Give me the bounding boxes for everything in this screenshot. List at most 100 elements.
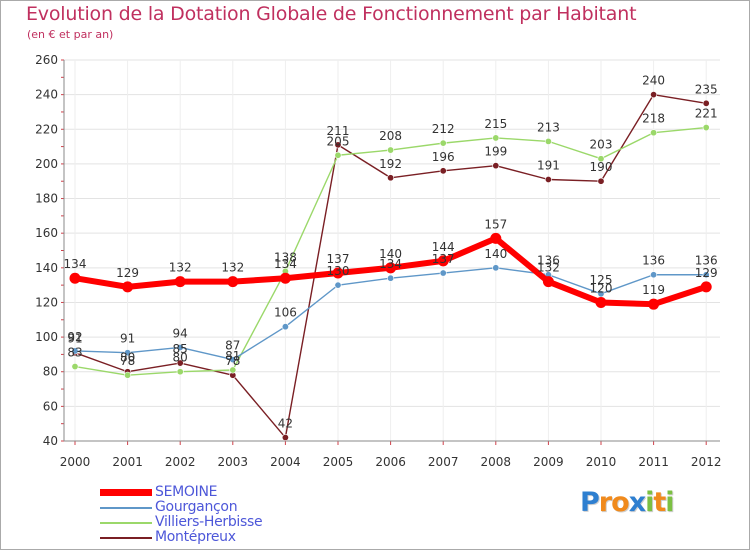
logo-letter: r [598, 487, 612, 518]
data-point [492, 264, 500, 272]
x-tick-label: 2003 [218, 455, 249, 469]
data-point [544, 137, 552, 145]
data-point [387, 174, 395, 182]
data-label: 196 [432, 150, 455, 164]
data-label: 80 [120, 351, 135, 365]
data-label: 119 [642, 283, 665, 297]
legend-swatch [100, 522, 152, 524]
data-label: 140 [379, 247, 402, 261]
data-point [702, 124, 710, 132]
x-tick-label: 2001 [112, 455, 143, 469]
data-label: 213 [537, 120, 560, 134]
data-point [176, 359, 184, 367]
x-tick-label: 2004 [270, 455, 301, 469]
data-point [544, 175, 552, 183]
data-label: 199 [484, 145, 507, 159]
data-point [71, 347, 79, 355]
y-tick-label: 200 [35, 157, 58, 171]
data-point [229, 366, 237, 374]
data-label: 130 [327, 264, 350, 278]
data-point [227, 276, 239, 288]
data-label: 190 [590, 160, 613, 174]
legend-label: Villiers-Herbisse [155, 514, 263, 530]
data-point [176, 368, 184, 376]
data-point [650, 129, 658, 137]
data-label: 208 [379, 129, 402, 143]
data-point [597, 155, 605, 163]
logo-letter: o [611, 487, 630, 518]
x-tick-label: 2010 [586, 455, 617, 469]
legend-swatch [100, 489, 152, 496]
data-label: 137 [327, 252, 350, 266]
data-point [385, 262, 397, 274]
x-tick-label: 2012 [691, 455, 722, 469]
data-point [648, 298, 660, 310]
data-point [124, 349, 132, 357]
data-point [439, 269, 447, 277]
data-label: 134 [64, 257, 87, 271]
data-label: 91 [120, 332, 135, 346]
data-point [650, 91, 658, 99]
data-point [69, 272, 81, 284]
x-tick-label: 2008 [481, 455, 512, 469]
data-label: 81 [225, 349, 240, 363]
legend-swatch [100, 507, 152, 509]
data-label: 92 [67, 330, 82, 344]
data-label: 80 [173, 351, 188, 365]
data-label: 134 [274, 257, 297, 271]
legend-label: Montépreux [155, 529, 236, 545]
data-label: 129 [116, 266, 139, 280]
legend-label: SEMOINE [155, 484, 218, 500]
data-point [439, 167, 447, 175]
data-label: 140 [484, 247, 507, 261]
y-tick-label: 240 [35, 88, 58, 102]
data-label: 136 [642, 254, 665, 268]
y-tick-label: 80 [43, 365, 58, 379]
data-label: 132 [537, 261, 560, 275]
data-point [176, 343, 184, 351]
data-label: 218 [642, 112, 665, 126]
data-label: 91 [67, 332, 82, 346]
data-point [122, 281, 134, 293]
data-label: 125 [590, 273, 613, 287]
y-tick-label: 100 [35, 330, 58, 344]
data-label: 42 [278, 417, 293, 431]
data-point [387, 146, 395, 154]
data-label: 136 [537, 254, 560, 268]
data-point [702, 99, 710, 107]
data-label: 120 [590, 281, 613, 295]
proxiti-logo: Proxiti [580, 487, 675, 518]
data-label: 138 [274, 250, 297, 264]
data-point [700, 281, 712, 293]
data-label: 203 [590, 138, 613, 152]
legend-swatch [100, 537, 152, 539]
data-point [229, 356, 237, 364]
data-label: 211 [327, 124, 350, 138]
data-label: 192 [379, 157, 402, 171]
data-label: 212 [432, 122, 455, 136]
data-label: 221 [695, 107, 718, 121]
y-tick-label: 140 [35, 261, 58, 275]
data-point [334, 141, 342, 149]
legend-label: Gourgançon [155, 499, 238, 515]
data-point [542, 276, 554, 288]
data-point [492, 162, 500, 170]
data-label: 129 [695, 266, 718, 280]
data-label: 85 [173, 342, 188, 356]
data-point [71, 363, 79, 371]
logo-letter: i [645, 487, 654, 518]
data-point [702, 271, 710, 279]
x-tick-label: 2009 [533, 455, 564, 469]
data-label: 235 [695, 82, 718, 96]
data-point [387, 274, 395, 282]
data-label: 205 [327, 134, 350, 148]
data-point [334, 281, 342, 289]
data-label: 106 [274, 306, 297, 320]
data-label: 132 [169, 261, 192, 275]
data-label: 240 [642, 74, 665, 88]
y-tick-label: 40 [43, 434, 58, 448]
data-label: 191 [537, 158, 560, 172]
logo-letter: P [580, 487, 600, 518]
data-label: 83 [67, 346, 82, 360]
